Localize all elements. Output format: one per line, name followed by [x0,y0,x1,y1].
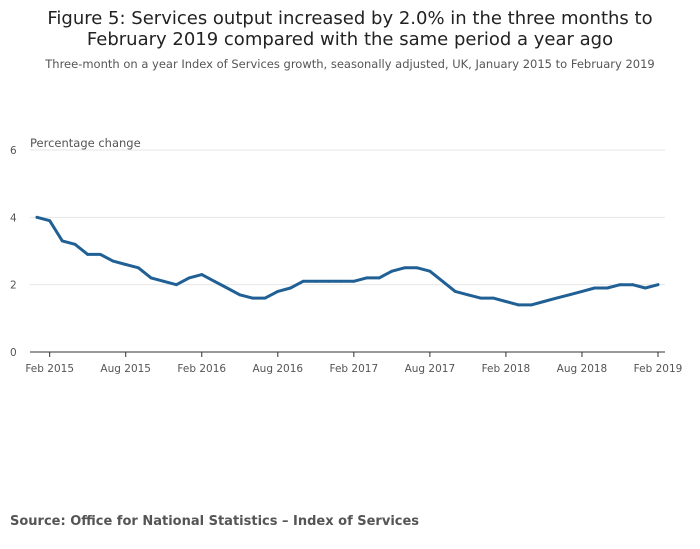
series-layer [35,215,660,307]
y-tick-label: 4 [10,212,17,224]
x-tick-label: Aug 2015 [100,363,151,375]
data-point[interactable] [289,286,292,290]
data-point[interactable] [517,303,520,307]
data-point[interactable] [555,296,559,300]
data-point[interactable] [213,279,216,283]
data-point[interactable] [98,252,102,256]
data-point[interactable] [352,279,356,283]
source-note: Source: Office for National Statistics –… [10,514,420,529]
data-point[interactable] [35,215,39,219]
y-tick-label: 2 [10,280,17,292]
x-tick-label: Aug 2016 [253,363,304,375]
data-point[interactable] [580,290,584,293]
y-tick-label: 0 [10,347,17,359]
data-point[interactable] [593,286,597,290]
data-point[interactable] [136,266,140,270]
data-point[interactable] [377,276,381,280]
data-point[interactable] [86,252,90,256]
data-point[interactable] [175,283,178,287]
x-tick-label: Feb 2015 [25,363,74,375]
x-tick-label: Feb 2016 [177,363,226,375]
data-point[interactable] [263,296,267,300]
x-tick-label: Feb 2018 [482,363,531,375]
y-axis: 0 2 4 6 [10,145,17,359]
data-point[interactable] [251,296,254,300]
data-point[interactable] [187,276,191,280]
data-point[interactable] [479,296,482,300]
y-tick-label: 6 [10,145,17,157]
data-point[interactable] [605,286,609,290]
data-point[interactable] [276,290,280,293]
data-point[interactable] [643,286,647,290]
data-point[interactable] [542,300,546,303]
data-point[interactable] [339,279,343,283]
data-point[interactable] [111,259,115,263]
series-line [35,215,660,307]
x-tick-label: Feb 2019 [634,363,683,375]
data-point[interactable] [631,283,635,287]
data-point[interactable] [314,279,318,283]
data-point[interactable] [327,279,330,283]
data-point[interactable] [238,293,242,297]
data-point[interactable] [200,273,204,276]
data-point[interactable] [48,219,52,223]
x-tick-label: Aug 2017 [405,363,456,375]
data-point[interactable] [567,293,571,297]
data-point[interactable] [441,279,444,283]
data-point[interactable] [149,276,153,280]
data-point[interactable] [365,276,368,280]
data-point[interactable] [225,286,229,290]
data-point[interactable] [491,296,495,300]
data-point[interactable] [162,279,166,283]
gridlines [30,149,665,286]
x-tick-label: Feb 2017 [330,363,379,375]
data-point[interactable] [60,239,64,243]
data-point[interactable] [415,266,419,270]
data-point[interactable] [618,283,622,287]
data-point[interactable] [504,300,508,303]
data-point[interactable] [301,279,305,283]
data-point[interactable] [124,263,128,266]
x-axis: Feb 2015 Aug 2015 Feb 2016 Aug 2016 Feb 2017… [25,351,683,375]
data-point[interactable] [73,242,77,246]
data-point[interactable] [428,269,432,273]
x-tick-label: Aug 2018 [557,363,608,375]
data-point[interactable] [453,290,457,293]
data-point[interactable] [390,269,394,273]
chart-title: Figure 5: Services output increased by 2… [47,8,653,50]
chart-subtitle: Three-month on a year Index of Services … [45,57,655,71]
data-point[interactable] [529,303,533,307]
data-point[interactable] [466,293,470,297]
data-point[interactable] [403,266,406,270]
data-point[interactable] [656,283,660,287]
y-axis-label: Percentage change [30,136,141,150]
